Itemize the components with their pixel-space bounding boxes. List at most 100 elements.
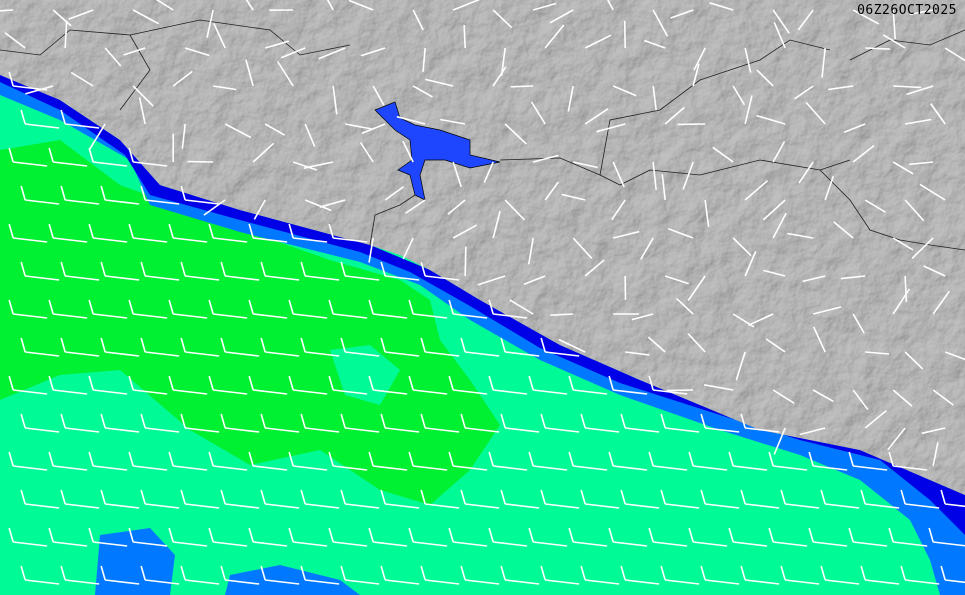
wind-barb (865, 47, 891, 50)
wind-barb (248, 451, 288, 471)
wind-barb (20, 565, 60, 585)
wind-barb (911, 237, 934, 259)
wind-barb (700, 489, 740, 509)
wind-barb (928, 527, 965, 547)
wind-barb (780, 565, 820, 585)
wind-barb (318, 47, 346, 60)
wind-barb (88, 223, 128, 243)
wind-barb (300, 413, 340, 433)
wind-barb (772, 389, 795, 404)
wind-barb (208, 527, 248, 547)
wind-barb (584, 108, 609, 125)
wind-barb (452, 224, 478, 239)
wind-barb (500, 413, 540, 433)
wind-barb (8, 527, 48, 547)
wind-barb (100, 185, 140, 205)
wind-barb (48, 375, 88, 395)
wind-barb (52, 9, 72, 27)
wind-barb (798, 161, 814, 184)
wind-barb (756, 114, 786, 125)
lake (374, 101, 501, 201)
wind-barb (48, 223, 88, 243)
wind-barb (88, 527, 128, 547)
wind-barb (380, 337, 420, 357)
wind-barb (60, 185, 100, 205)
wind-barb (900, 565, 940, 585)
wind-barb (772, 141, 786, 163)
wind-barb (625, 351, 650, 356)
wind-barb (488, 299, 528, 319)
wind-barb (4, 32, 26, 49)
wind-barb (848, 451, 888, 471)
wind-barb (260, 413, 300, 433)
wind-barb (180, 565, 220, 585)
wind-barb (640, 237, 654, 260)
wind-barb (843, 123, 866, 134)
wind-barb (504, 123, 527, 145)
wind-barb (460, 337, 500, 357)
wind-barb (288, 451, 328, 471)
wind-barb (549, 9, 574, 24)
wind-barb (340, 565, 380, 585)
wind-barb (172, 70, 193, 87)
wind-barb (448, 299, 488, 319)
wind-barb (540, 337, 580, 357)
wind-barb (567, 85, 574, 112)
wind-barb (732, 237, 752, 257)
wind-barb (919, 183, 946, 201)
wind-barb (420, 337, 460, 357)
wind-barb (940, 489, 965, 508)
wind-barb (452, 0, 481, 11)
wind-barb (140, 185, 180, 205)
wind-barb (140, 565, 180, 585)
wind-barb (793, 85, 814, 100)
wind-barb (140, 413, 180, 433)
wind-barb (213, 22, 226, 49)
wind-barb (88, 147, 128, 167)
wind-barb (812, 389, 834, 403)
wind-barb (140, 337, 180, 357)
wind-barb (8, 223, 48, 243)
valid-time-label: 06Z26OCT2025 (857, 3, 957, 18)
wind-barb (808, 527, 848, 547)
wind-barb (248, 527, 288, 547)
wind-barb (744, 47, 752, 73)
wind-barb (805, 101, 826, 125)
wind-barb (8, 451, 48, 471)
wind-barb (319, 199, 346, 208)
wind-barb (420, 565, 460, 585)
wind-barb (340, 413, 380, 433)
wind-barb (892, 237, 914, 251)
wind-barb (608, 375, 648, 395)
wind-barb (852, 389, 869, 411)
wind-barb (921, 427, 946, 435)
wind-barb (812, 306, 842, 315)
wind-barb (422, 47, 426, 72)
wind-barb (88, 451, 128, 471)
wind-barb (380, 489, 420, 509)
wind-barb (620, 565, 660, 585)
wind-barb (304, 199, 332, 212)
wind-barb (300, 565, 340, 585)
wind-barb (652, 9, 669, 37)
wind-barb (510, 85, 534, 88)
wind-barb (504, 199, 526, 221)
wind-barb (932, 389, 954, 406)
wind-barb (264, 123, 286, 136)
wind-barb (688, 451, 728, 471)
wind-barb (712, 146, 734, 163)
wind-barb (773, 427, 786, 455)
wind-barb (923, 265, 946, 277)
wind-barb (704, 199, 710, 227)
wind-barb (123, 47, 146, 56)
wind-barb (544, 181, 560, 201)
wind-barb (245, 59, 254, 87)
wind-barb (477, 275, 506, 286)
wind-barb (772, 212, 787, 239)
wind-barb (168, 451, 208, 471)
wind-barb (660, 565, 700, 585)
wind-barb (260, 565, 300, 585)
wind-barb (48, 527, 88, 547)
